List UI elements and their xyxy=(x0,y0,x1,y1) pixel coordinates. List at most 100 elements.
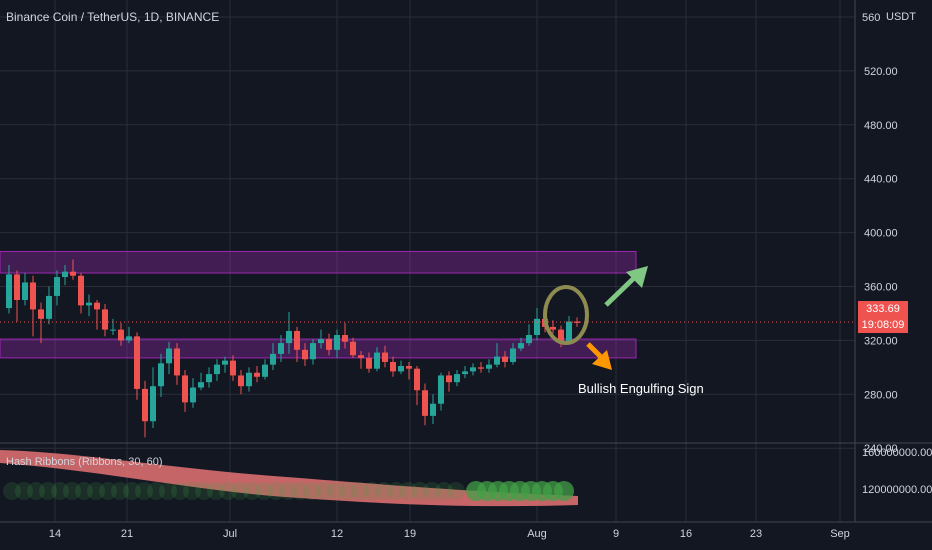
candle-body xyxy=(550,326,556,330)
y-tick-label: 560 xyxy=(862,12,880,24)
highlight-circle xyxy=(543,285,589,345)
arrow-down-head xyxy=(592,350,612,370)
countdown-tag: 19:08:09 xyxy=(858,317,908,333)
candle-body xyxy=(494,356,500,365)
candle-body xyxy=(470,367,476,372)
candle-body xyxy=(358,355,364,358)
arrow-up-shaft xyxy=(604,276,636,307)
candle-body xyxy=(174,348,180,376)
ribbon-dot xyxy=(279,482,297,500)
x-tick-label: 12 xyxy=(331,528,343,540)
candle-body xyxy=(326,339,332,350)
candle-body xyxy=(150,386,156,422)
candle-body xyxy=(118,329,124,341)
candle-body xyxy=(518,343,524,349)
zone-0 xyxy=(0,250,637,274)
x-tick-label: 16 xyxy=(680,528,692,540)
ribbon-dot xyxy=(423,482,441,500)
candle-body xyxy=(342,335,348,342)
candle-body xyxy=(278,343,284,354)
ribbon-dot xyxy=(27,482,45,500)
candle-body xyxy=(166,348,172,364)
candle-body xyxy=(366,357,372,369)
candle-body xyxy=(478,367,484,369)
ribbon-dot xyxy=(363,482,381,500)
ribbon-dot xyxy=(303,482,321,500)
x-tick-label: 9 xyxy=(613,528,619,540)
ribbon-dot xyxy=(51,482,69,500)
candle-body xyxy=(414,368,420,391)
y-tick-label: 520.00 xyxy=(864,66,898,78)
hash-ribbon xyxy=(0,450,578,507)
indicator-tick-label: 120000000.00 xyxy=(862,484,932,496)
candle-body xyxy=(86,302,92,306)
ribbon-dot xyxy=(435,482,453,500)
ribbon-dot xyxy=(267,482,285,500)
x-axis: 14 21 Jul 12 19 Aug 9 16 23 Sep xyxy=(49,528,850,540)
candle-body xyxy=(134,336,140,389)
ribbon-dot xyxy=(447,482,465,500)
ribbon-dot xyxy=(207,482,225,500)
candle-body xyxy=(70,271,76,276)
x-tick-label: Aug xyxy=(527,528,547,540)
ribbon-dot xyxy=(243,482,261,500)
candle-body xyxy=(14,274,20,300)
candle-body xyxy=(94,302,100,310)
y-tick-label: 480.00 xyxy=(864,120,898,132)
x-tick-label: Jul xyxy=(223,528,237,540)
candle-body xyxy=(382,352,388,362)
ribbon-dot xyxy=(315,482,333,500)
candle-body xyxy=(62,271,68,278)
ribbon-dot xyxy=(231,482,249,500)
candle-body xyxy=(294,330,300,350)
x-tick-label: 23 xyxy=(750,528,762,540)
candle-body xyxy=(54,277,60,296)
candle-body xyxy=(270,353,276,365)
candle-body xyxy=(22,282,28,300)
candle-body xyxy=(214,364,220,375)
candle-body xyxy=(126,336,132,341)
candle-body xyxy=(454,374,460,383)
ribbon-dot xyxy=(219,482,237,500)
candle-body xyxy=(38,309,44,319)
ribbon-dot xyxy=(75,482,93,500)
y-tick-label: 440.00 xyxy=(864,174,898,186)
ribbon-dot xyxy=(171,482,189,500)
indicator-title: Hash Ribbons (Ribbons, 30, 60) xyxy=(6,456,163,468)
price-unit-label: USDT xyxy=(886,11,916,23)
candle-body xyxy=(286,330,292,344)
ribbon-dot xyxy=(399,482,417,500)
ribbon-dot-active xyxy=(554,481,574,501)
ribbon-dot xyxy=(159,482,177,500)
ribbon-dot xyxy=(135,482,153,500)
ribbon-dot xyxy=(87,482,105,500)
y-tick-label: 360.00 xyxy=(864,282,898,294)
candle-body xyxy=(430,403,436,416)
ribbon-dot xyxy=(195,482,213,500)
arrow-up-head xyxy=(626,266,648,288)
candle-body xyxy=(254,372,260,377)
ribbon-dot xyxy=(15,482,33,500)
ribbon-dot xyxy=(375,482,393,500)
ribbon-dot xyxy=(255,482,273,500)
candle-body xyxy=(30,282,36,310)
candle-body xyxy=(102,309,108,330)
candle-body xyxy=(558,329,564,342)
candle-body xyxy=(182,375,188,403)
candle-body xyxy=(110,329,116,331)
candle-body xyxy=(78,275,84,306)
candle-body xyxy=(422,390,428,416)
y-tick-label: 240.00 xyxy=(864,443,898,455)
candle-body xyxy=(486,364,492,369)
candle-body xyxy=(310,343,316,360)
ribbon-dot xyxy=(351,482,369,500)
ribbon-dot xyxy=(291,482,309,500)
candle-body xyxy=(6,274,12,309)
price-unit: USDT xyxy=(886,11,916,23)
candle-body xyxy=(334,335,340,350)
candle-body xyxy=(390,361,396,372)
y-tick-label: 280.00 xyxy=(864,389,898,401)
support-resistance-zones xyxy=(0,250,637,359)
candle-body xyxy=(46,295,52,319)
